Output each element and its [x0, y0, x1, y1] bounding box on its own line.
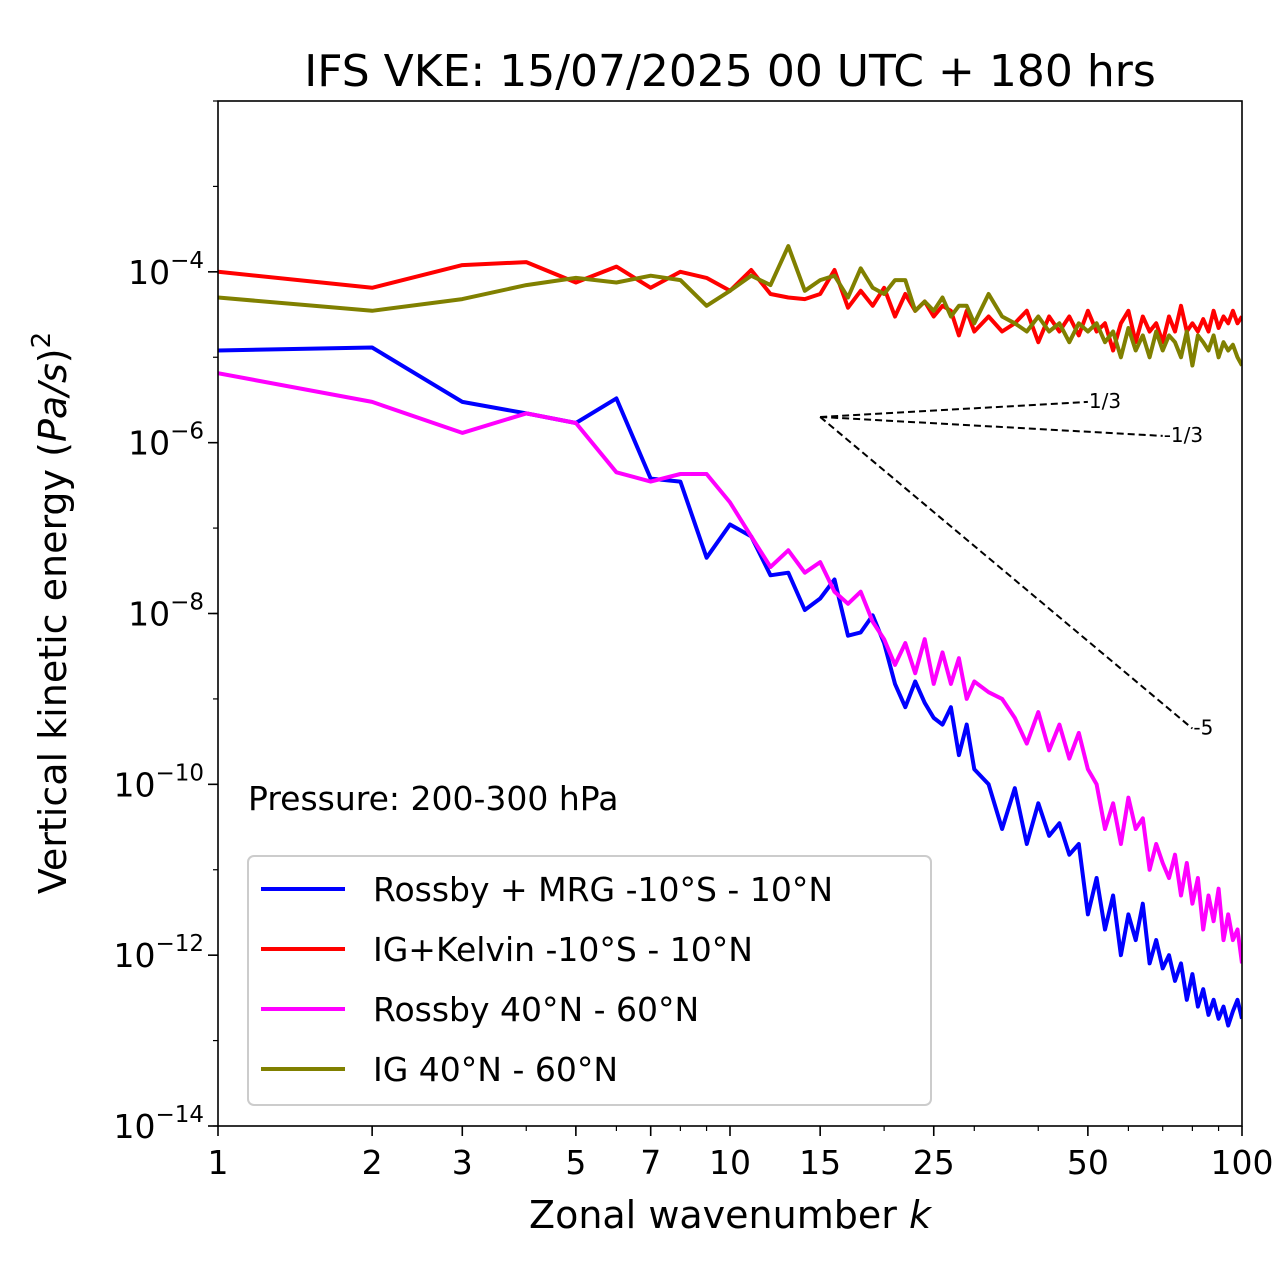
x-tick-label: 3 — [452, 1143, 473, 1182]
y-axis: 10−14 10−12 10−10 10−8 10−6 10−4 — [113, 100, 218, 1146]
x-tick-label: 100 — [1211, 1143, 1274, 1182]
x-tick-label: 1 — [208, 1143, 229, 1182]
x-axis: 1 2 3 5 7 10 15 25 50 100 — [208, 1126, 1274, 1182]
series-line-4 — [218, 244, 1242, 368]
x-tick-label: 50 — [1067, 1143, 1109, 1182]
legend-frame — [247, 855, 932, 1106]
y-tick-label: 10−12 — [113, 931, 204, 975]
x-tick-label: 7 — [640, 1143, 661, 1182]
series-line-2 — [218, 260, 1242, 353]
legend-label: IG+Kelvin -10°S - 10°N — [373, 930, 753, 969]
series-line-1 — [218, 345, 1242, 1028]
legend: Rossby + MRG -10°S - 10°N IG+Kelvin -10°S… — [247, 855, 932, 1106]
reference-slope-line — [820, 415, 1163, 437]
x-tick-label: 2 — [362, 1143, 383, 1182]
plot-area — [218, 244, 1242, 1028]
x-tick-label: 5 — [565, 1143, 586, 1182]
reference-slope-label: -1/3 — [1164, 423, 1203, 447]
x-tick-label: 15 — [799, 1143, 841, 1182]
reference-slope-line — [819, 416, 1194, 730]
y-tick-label: 10−14 — [113, 1102, 204, 1146]
chart-title: IFS VKE: 15/07/2025 00 UTC + 180 hrs — [304, 46, 1156, 97]
legend-label: Rossby 40°N - 60°N — [373, 990, 699, 1029]
x-axis-label: Zonal wavenumber k — [529, 1193, 933, 1237]
pressure-annotation: Pressure: 200-300 hPa — [248, 779, 618, 818]
series-line-3 — [218, 371, 1242, 964]
y-tick-label: 10−6 — [128, 419, 204, 463]
y-tick-label: 10−10 — [113, 760, 204, 804]
y-tick-label: 10−4 — [128, 248, 204, 292]
reference-slope-label: -5 — [1193, 716, 1213, 740]
y-tick-label: 10−8 — [128, 590, 204, 634]
reference-slope-line — [820, 400, 1088, 418]
x-tick-label: 25 — [913, 1143, 955, 1182]
legend-label: IG 40°N - 60°N — [373, 1050, 618, 1089]
legend-label: Rossby + MRG -10°S - 10°N — [373, 870, 833, 909]
y-axis-label: Vertical kinetic energy (Pa/s)2 — [27, 332, 75, 894]
reference-slope-label: 1/3 — [1089, 389, 1121, 413]
x-tick-label: 10 — [709, 1143, 751, 1182]
